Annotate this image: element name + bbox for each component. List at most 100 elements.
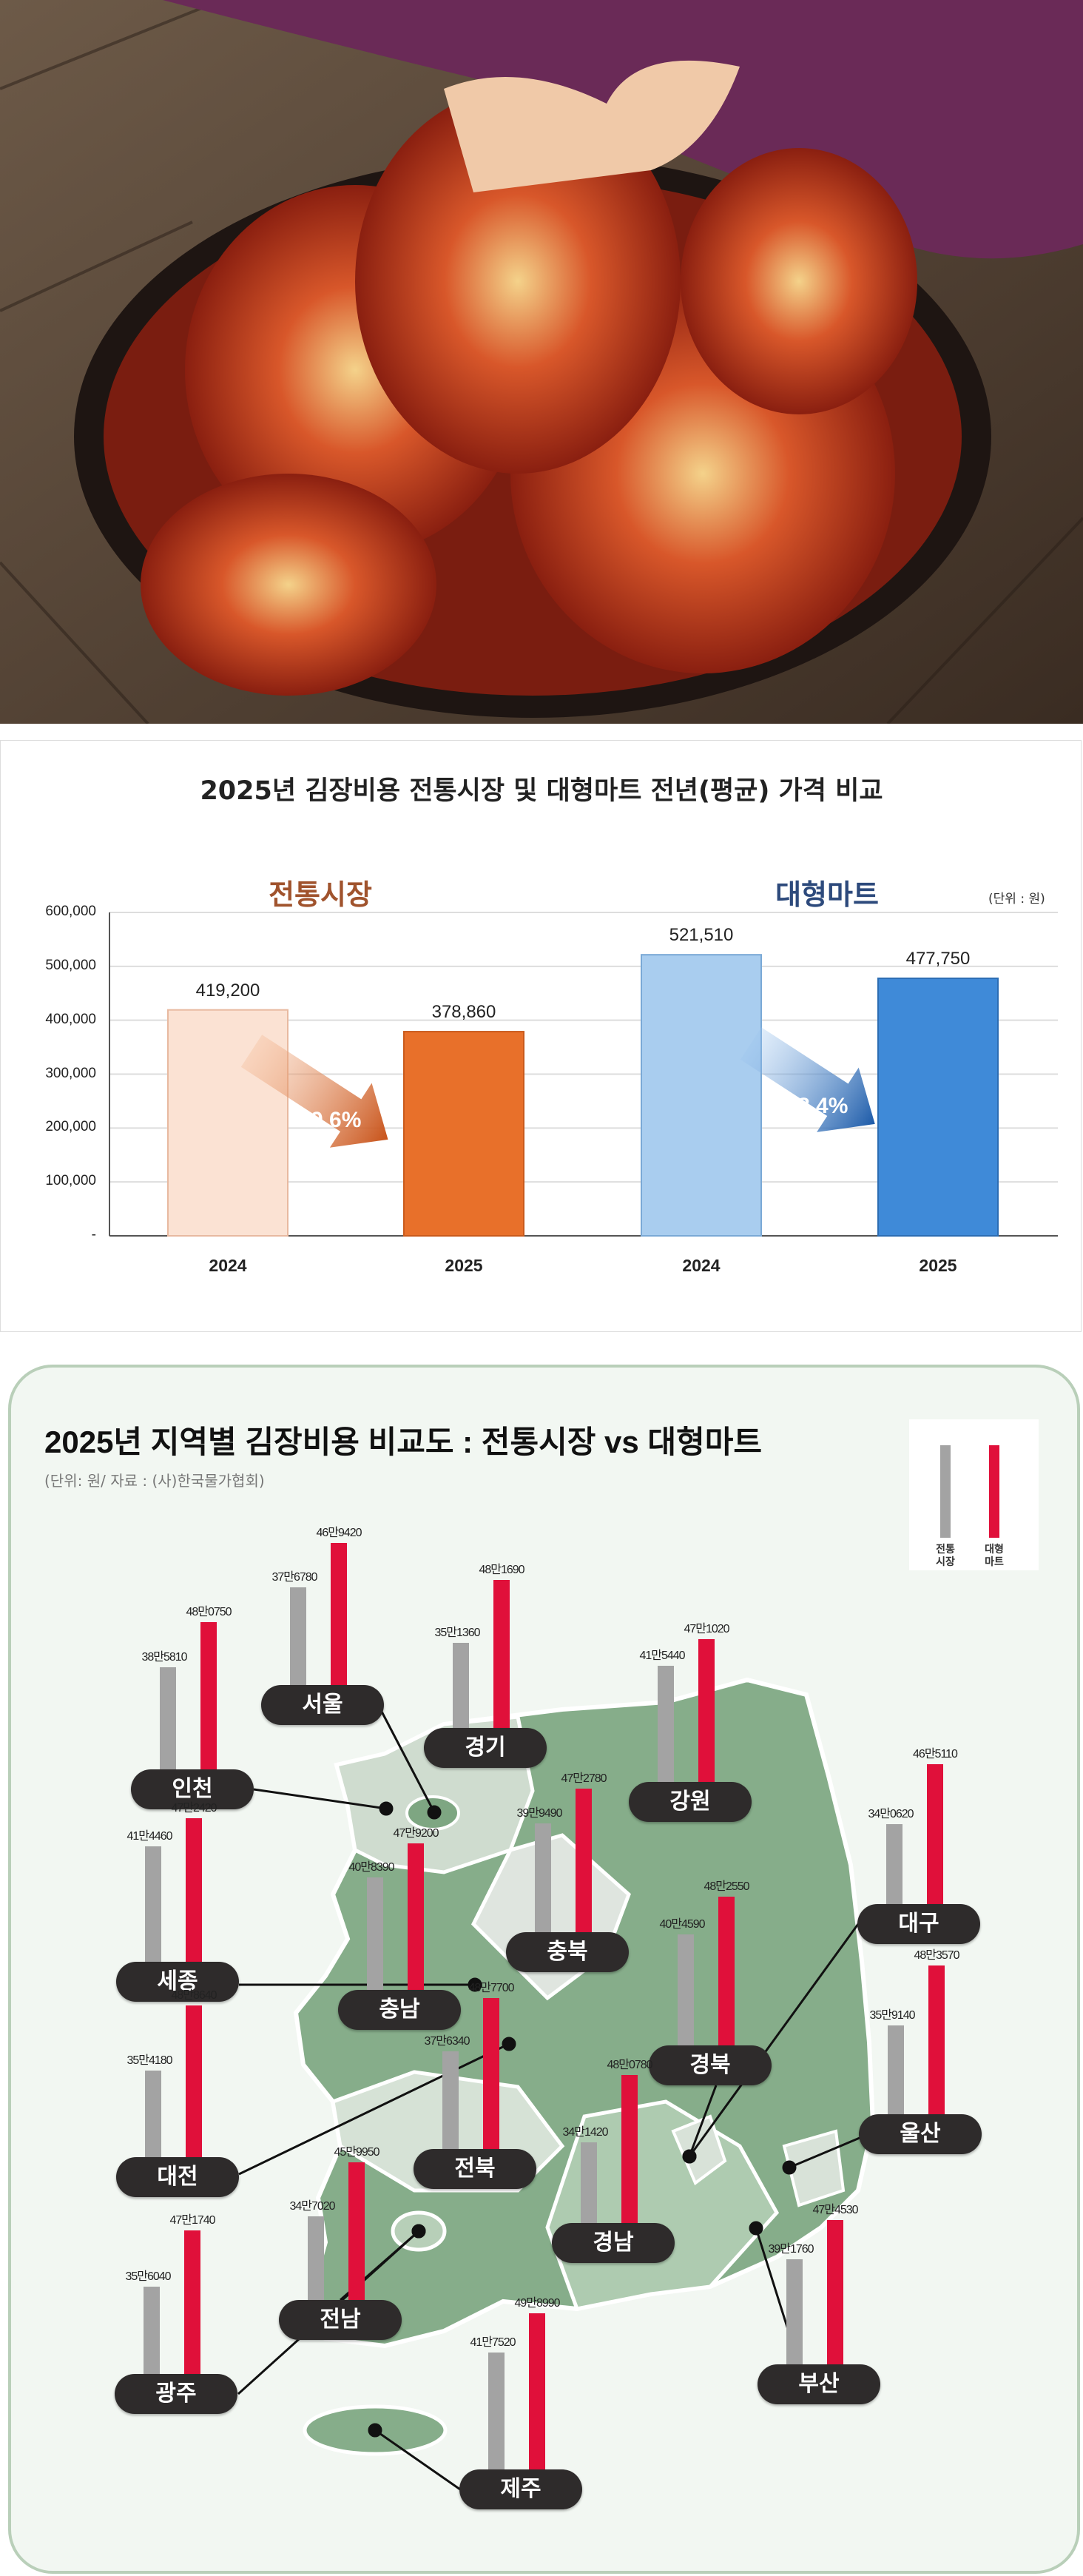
mart-bar-제주 [529,2313,545,2469]
mart-value-label: 45만9950 [334,2146,379,2159]
region-label-충남: 충남 [338,1990,461,2030]
x-tick-label: 2024 [209,1256,247,1275]
location-dot-icon [682,2149,697,2164]
bar-value-label: 419,200 [195,980,260,1001]
trad-value-label: 40만4590 [659,1918,705,1931]
trad-value-label: 35만1360 [434,1626,480,1639]
bar-value-label: 477,750 [905,949,971,969]
chart-title: 2025년 김장비용 전통시장 및 대형마트 전년(평균) 가격 비교 [200,776,883,806]
trad-bar-전남 [308,2216,324,2300]
mart-bar-서울 [331,1542,347,1685]
mart-bar-강원 [698,1638,715,1782]
trad-bar-경남 [581,2142,597,2223]
location-dot-icon [502,2037,516,2051]
unit-label: (단위 : 원) [988,892,1045,907]
region-label-부산: 부산 [758,2364,880,2404]
trad-bar-경기 [453,1642,469,1728]
connector-line [688,1923,860,2157]
decrease-arrow-icon [740,1027,875,1132]
map-title: 2025년 지역별 김장비용 비교도 : 전통시장 vs 대형마트 [44,1425,762,1459]
region-label-전북: 전북 [414,2149,536,2189]
region-label-경기: 경기 [424,1728,547,1768]
connector-line [374,2429,461,2491]
mart-value-label: 47만1740 [169,2214,215,2227]
mart-value-label: 47만2420 [171,1801,217,1815]
mart-bar-부산 [827,2219,843,2364]
connector-line [379,1709,436,1813]
x-tick-label: 2025 [919,1256,957,1275]
mart-value-label: 48만0780 [607,2059,652,2072]
mart-value-label: 47만9200 [393,1826,439,1840]
mart-bar-경남 [621,2075,638,2223]
trad-value-label: 41만7520 [470,2335,516,2349]
bar-대형마트-2024 [641,954,762,1237]
mart-bar-대구 [927,1763,943,1904]
category-label-0: 전통시장 [269,878,372,911]
location-dot-icon [749,2221,763,2236]
location-dot-icon [379,1801,394,1816]
region-label-제주: 제주 [459,2469,582,2509]
region-label-경남: 경남 [552,2223,675,2263]
map-source: (단위: 원/ 자료 : (사)한국물가협회) [44,1472,265,1490]
mart-value-label: 48만0750 [186,1605,232,1618]
mart-bar-전북 [483,1997,499,2149]
trad-value-label: 35만6040 [125,2270,171,2283]
location-dot-icon [411,2224,426,2239]
mart-bar-충북 [576,1788,592,1932]
trad-value-label: 34만0620 [868,1807,914,1820]
bar-전통시장-2025 [403,1031,524,1237]
y-tick-label: 500,000 [45,957,96,973]
mart-value-label: 46만5110 [913,1747,958,1761]
trad-value-label: 35만9140 [869,2008,915,2022]
mart-value-label: 48만2550 [704,1880,749,1894]
trad-bar-세종 [145,1846,161,1962]
mart-value-label: 47만4530 [812,2203,858,2216]
decrease-arrow-icon [240,1035,388,1148]
y-tick-label: 200,000 [45,1119,96,1135]
trad-bar-울산 [888,2025,904,2114]
change-label-0: -9.6% [303,1108,362,1132]
trad-bar-충남 [367,1877,383,1990]
daegu-region [671,2114,727,2186]
mart-bar-충남 [408,1843,424,1990]
connector-line [238,2042,510,2176]
trad-value-label: 38만5810 [141,1651,187,1664]
mart-bar-인천 [200,1621,217,1769]
ulsan-region [782,2129,846,2207]
mart-value-label: 48만3570 [914,1948,959,1962]
trad-bar-대구 [886,1823,902,1904]
trad-value-label: 37만6340 [424,2035,470,2048]
mart-value-label: 48만8640 [171,1989,217,2002]
y-tick-label: 300,000 [45,1065,96,1081]
trad-bar-인천 [160,1667,176,1769]
y-tick-label: 400,000 [45,1011,96,1027]
region-label-서울: 서울 [261,1685,384,1725]
trad-bar-부산 [786,2259,803,2364]
trad-bar-광주 [144,2286,160,2374]
trad-bar-제주 [488,2352,505,2469]
trad-value-label: 41만5440 [639,1649,685,1662]
y-tick-label: - [91,1227,96,1242]
mart-bar-경기 [493,1579,510,1728]
legend-trad-swatch [940,1445,951,1538]
trad-bar-대전 [145,2070,161,2157]
trad-value-label: 34만7020 [289,2200,335,2213]
trad-bar-충북 [535,1823,551,1932]
trad-bar-전북 [442,2051,459,2149]
connector-line [253,1788,387,1810]
bar-value-label: 378,860 [431,1002,496,1023]
mart-value-label: 47만2780 [561,1772,607,1785]
mart-value-label: 46만9420 [316,1526,362,1539]
location-dot-icon [427,1805,442,1820]
region-label-전남: 전남 [279,2300,402,2340]
mart-bar-울산 [928,1965,945,2114]
region-label-강원: 강원 [629,1782,752,1822]
bar-대형마트-2025 [877,978,999,1237]
y-tick-label: 100,000 [45,1173,96,1189]
mart-value-label: 48만7700 [468,1981,514,1994]
x-tick-label: 2025 [445,1256,483,1275]
trad-value-label: 39만1760 [768,2243,814,2256]
category-label-1: 대형마트 [775,878,879,911]
trad-bar-경북 [678,1934,694,2045]
y-tick-label: 600,000 [45,904,96,919]
